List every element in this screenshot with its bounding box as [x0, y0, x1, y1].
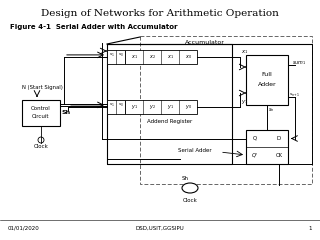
Text: $s_0$: $s_0$: [118, 51, 124, 59]
Text: Accumulator: Accumulator: [185, 41, 225, 46]
Bar: [107, 100, 125, 114]
Text: Full: Full: [262, 72, 272, 78]
Text: $y_1$: $y_1$: [167, 103, 173, 111]
Text: DSD,USIT,GGSIPU: DSD,USIT,GGSIPU: [136, 226, 184, 230]
Ellipse shape: [182, 183, 198, 193]
Text: Sh: Sh: [62, 110, 71, 115]
Bar: [107, 44, 232, 164]
Text: CK: CK: [276, 153, 283, 158]
Circle shape: [38, 137, 44, 143]
Bar: [22, 100, 60, 126]
Text: N (Start Signal): N (Start Signal): [22, 85, 63, 90]
Text: Clock: Clock: [183, 198, 197, 203]
Text: $s_1$: $s_1$: [108, 51, 114, 59]
Text: Serial Adder: Serial Adder: [178, 148, 212, 152]
Text: $y_2$: $y_2$: [148, 103, 156, 111]
Text: $s_n$: $s_n$: [268, 106, 275, 114]
Bar: [246, 55, 288, 105]
Text: $sum_1$: $sum_1$: [292, 59, 306, 67]
Bar: [107, 50, 125, 64]
Text: D: D: [277, 136, 281, 141]
Text: Clock: Clock: [34, 144, 48, 150]
Text: Sh: Sh: [181, 175, 188, 180]
Text: Figure 4-1  Serial Adder with Accumulator: Figure 4-1 Serial Adder with Accumulator: [10, 24, 178, 30]
Bar: [246, 130, 288, 164]
Text: $Q'$: $Q'$: [251, 151, 259, 160]
Text: $x_2$: $x_2$: [148, 53, 156, 61]
Text: $s_0$: $s_0$: [118, 101, 124, 108]
Text: Q: Q: [253, 136, 257, 141]
Bar: [140, 36, 312, 184]
Text: $y_1$: $y_1$: [131, 103, 137, 111]
Text: $s_{n+1}$: $s_{n+1}$: [289, 92, 301, 99]
Text: $x_0$: $x_0$: [185, 53, 191, 61]
Text: Design of Networks for Arithmetic Operation: Design of Networks for Arithmetic Operat…: [41, 10, 279, 18]
Text: Adder: Adder: [258, 83, 276, 88]
Text: Control: Control: [31, 107, 51, 112]
Text: $x_1$: $x_1$: [131, 53, 137, 61]
Text: 01/01/2020: 01/01/2020: [8, 226, 40, 230]
Text: $y_1$: $y_1$: [241, 98, 248, 106]
Text: Circuit: Circuit: [32, 114, 50, 119]
Bar: [125, 50, 197, 64]
Text: $y_0$: $y_0$: [185, 103, 191, 111]
Bar: [125, 100, 197, 114]
Text: $x_1$: $x_1$: [241, 48, 248, 56]
Text: $s_1$: $s_1$: [108, 101, 114, 108]
Text: 1: 1: [308, 226, 312, 230]
Text: $x_1$: $x_1$: [167, 53, 173, 61]
Text: Addend Register: Addend Register: [147, 120, 192, 125]
